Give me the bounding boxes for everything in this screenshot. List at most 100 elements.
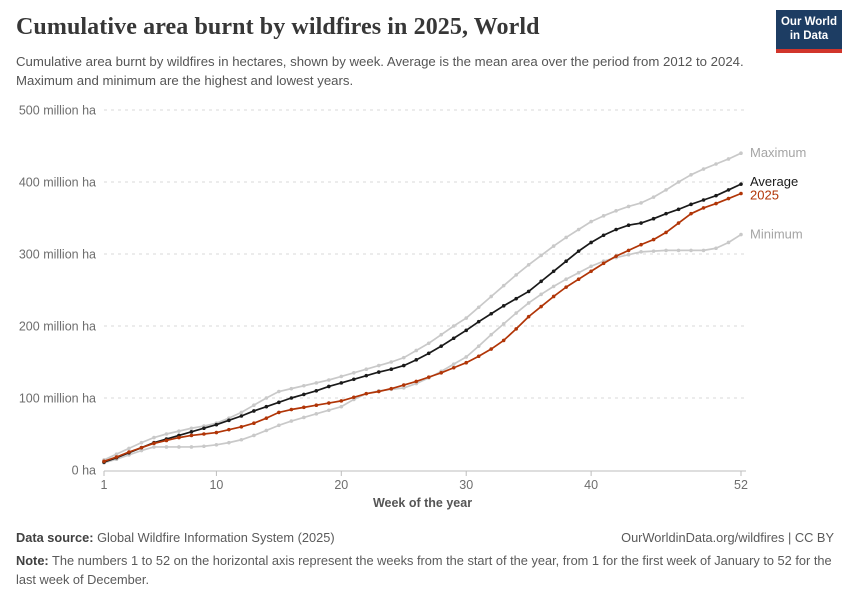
series-point-maximum: [601, 214, 606, 218]
series-point-2025: [189, 433, 194, 438]
series-point-minimum: [327, 408, 331, 413]
series-point-2025: [451, 365, 456, 370]
series-point-2025: [152, 441, 156, 446]
series-point-2025: [339, 399, 344, 403]
series-point-average: [651, 216, 656, 221]
series-point-maximum: [364, 367, 369, 372]
series-point-minimum: [476, 344, 481, 348]
series-point-2025: [327, 401, 331, 405]
series-point-2025: [726, 196, 731, 201]
series-point-minimum: [539, 292, 543, 297]
series-point-2025: [302, 405, 306, 410]
legend-label-2025[interactable]: 2025: [750, 188, 779, 203]
series-point-maximum: [714, 162, 718, 166]
series-point-maximum: [127, 446, 131, 451]
series-point-maximum: [239, 410, 244, 415]
series-point-maximum: [152, 435, 156, 440]
series-point-maximum: [177, 429, 181, 433]
series-point-maximum: [439, 332, 444, 337]
chart-footer: Data source: Global Wildfire Information…: [16, 530, 834, 589]
series-point-maximum: [701, 167, 706, 171]
series-point-minimum: [152, 445, 156, 449]
series-point-minimum: [689, 248, 693, 253]
data-source-row: Data source: Global Wildfire Information…: [16, 530, 834, 545]
series-point-maximum: [564, 235, 568, 240]
series-point-minimum: [227, 440, 231, 445]
series-line-minimum: [103, 233, 742, 464]
y-tick-label-200: 200 million ha: [19, 320, 96, 334]
series-point-minimum: [339, 404, 344, 409]
series-point-average: [614, 227, 618, 232]
series-point-2025: [352, 395, 356, 400]
series-point-average: [601, 233, 606, 238]
series-point-minimum: [401, 386, 406, 390]
series-point-2025: [239, 425, 244, 429]
series-point-average: [352, 377, 356, 382]
series-point-maximum: [164, 432, 169, 436]
series-point-average: [376, 370, 381, 374]
series-point-2025: [214, 430, 219, 435]
series-point-maximum: [476, 305, 481, 310]
series-point-2025: [177, 435, 181, 440]
series-point-minimum: [701, 248, 706, 253]
series-point-2025: [489, 347, 493, 351]
series-point-2025: [426, 375, 431, 379]
series-point-maximum: [551, 244, 556, 248]
series-point-maximum: [614, 209, 618, 213]
series-point-2025: [164, 438, 169, 443]
series-point-average: [551, 269, 556, 274]
series-point-average: [639, 221, 643, 225]
owid-license-link[interactable]: OurWorldinData.org/wildfires | CC BY: [621, 530, 834, 545]
series-point-2025: [626, 248, 631, 253]
series-point-average: [389, 367, 394, 372]
series-point-2025: [102, 459, 106, 464]
series-point-minimum: [264, 428, 269, 433]
series-point-2025: [564, 285, 568, 289]
series-point-2025: [401, 383, 406, 387]
note-label: Note:: [16, 553, 49, 568]
x-tick-label-20: 20: [334, 478, 348, 492]
series-point-maximum: [514, 273, 518, 277]
series-point-maximum: [376, 363, 381, 368]
legend-label-average[interactable]: Average: [750, 174, 798, 189]
series-point-average: [414, 358, 419, 362]
data-source: Data source: Global Wildfire Information…: [16, 530, 335, 545]
series-point-average: [426, 351, 431, 356]
series-point-minimum: [564, 277, 568, 282]
note-text: The numbers 1 to 52 on the horizontal ax…: [16, 553, 832, 587]
series-point-2025: [639, 242, 643, 247]
series-point-2025: [614, 254, 618, 258]
series-point-average: [252, 409, 256, 413]
series-point-maximum: [189, 426, 194, 431]
series-point-average: [501, 304, 506, 308]
series-point-2025: [114, 455, 119, 459]
series-point-average: [314, 389, 319, 393]
owid-logo-line1: Our World: [780, 16, 837, 28]
series-point-minimum: [651, 249, 656, 253]
y-tick-label-400: 400 million ha: [19, 176, 96, 190]
series-point-maximum: [252, 403, 256, 408]
series-point-2025: [601, 261, 606, 266]
series-point-maximum: [526, 263, 531, 267]
series-point-minimum: [514, 311, 518, 315]
series-point-minimum: [252, 433, 256, 438]
series-point-2025: [376, 389, 381, 394]
legend-label-maximum[interactable]: Maximum: [750, 145, 806, 160]
series-line-2025: [103, 192, 742, 463]
legend-label-minimum[interactable]: Minimum: [750, 227, 803, 242]
owid-logo: Our World in Data: [776, 10, 842, 53]
series-point-2025: [252, 421, 256, 426]
series-point-maximum: [589, 219, 593, 224]
series-point-2025: [127, 450, 131, 454]
series-point-2025: [264, 416, 269, 420]
y-tick-label-500: 500 million ha: [19, 104, 96, 118]
series-point-minimum: [501, 322, 506, 326]
series-point-minimum: [177, 445, 181, 449]
series-point-maximum: [426, 341, 431, 346]
owid-logo-line2: in Data: [789, 29, 829, 42]
series-point-2025: [739, 191, 743, 196]
series-point-2025: [476, 354, 481, 359]
series-point-minimum: [214, 443, 219, 447]
y-tick-label-0: 0 ha: [72, 464, 96, 478]
